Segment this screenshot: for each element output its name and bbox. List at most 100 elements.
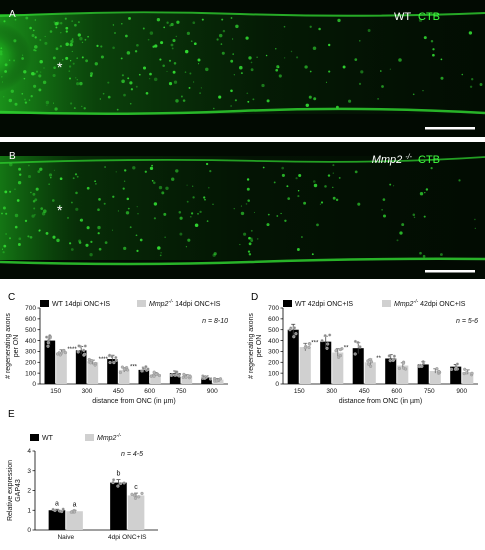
chart-c-bar-ko-point	[89, 361, 93, 365]
chart-c-bar-ko	[118, 369, 130, 384]
micrograph-b-speckle	[149, 166, 154, 171]
chart-c-bar-wt-point	[202, 374, 206, 379]
micrograph-a-speckle	[389, 68, 391, 70]
micrograph-a-speckle	[380, 70, 382, 72]
micrograph-a-speckle	[247, 100, 250, 103]
chart-d-x-tick-label: 600	[391, 388, 402, 395]
micrograph-b-speckle	[104, 166, 107, 168]
chart-d-bar-wt-point	[320, 339, 324, 343]
micrograph-a-speckle	[28, 99, 31, 101]
micrograph-b-speckle	[316, 223, 319, 227]
chart-d-bar-ko-point	[435, 367, 439, 371]
micrograph-b-speckle	[300, 236, 303, 238]
micrograph-b-speckle	[205, 162, 209, 166]
micrograph-b-speckle	[78, 241, 82, 244]
chart-d-bar-wt	[450, 366, 462, 384]
chart-e-legend-label-wt: WT	[42, 435, 54, 442]
chart-e-bar-wt-point	[51, 507, 55, 511]
micrograph-a-speckle	[81, 41, 84, 43]
micrograph-a-speckle	[84, 38, 87, 41]
micrograph-b-speckle	[50, 176, 52, 179]
micrograph-a-speckle	[175, 35, 177, 38]
chart-c-bar-wt-point	[114, 358, 118, 362]
chart-d-bar-ko-point	[401, 361, 406, 365]
chart-e-bar-ko-point	[137, 495, 141, 499]
chart-d-bar-wt	[417, 364, 429, 384]
chart-e-y-tick-label: 2	[27, 488, 31, 495]
micrograph-b-speckle	[246, 187, 250, 191]
micrograph-b-speckle	[332, 196, 336, 200]
micrograph-a-speckle	[77, 33, 81, 37]
micrograph-a-asterisk: *	[57, 59, 63, 75]
chart-c-x-tick-label: 900	[207, 388, 218, 395]
micrograph-b-nerve	[0, 156, 485, 260]
micrograph-b-speckle	[396, 239, 399, 242]
micrograph-a-speckle	[69, 77, 71, 80]
chart-c-bar-wt-point	[144, 365, 148, 369]
chart-c-bar-ko-point	[188, 374, 192, 379]
chart-d-y-tick-label: 100	[268, 370, 279, 377]
micrograph-a-speckle	[39, 39, 42, 41]
micrograph-b-speckle	[439, 253, 443, 256]
micrograph-a-speckle	[337, 18, 341, 23]
chart-d-bar-ko-point	[334, 349, 338, 353]
chart-c-legend-label-wt: WT 14dpi ONC+IS	[52, 301, 110, 308]
micrograph-b-speckle	[97, 208, 100, 212]
chart-c-y-tick-label: 300	[25, 349, 36, 356]
micrograph-a-speckle	[13, 59, 16, 62]
chart-d-bar-ko-point	[308, 342, 312, 346]
micrograph-a-speckle	[193, 42, 197, 46]
chart-d-bar-ko-point	[463, 367, 467, 371]
micrograph-b-speckle	[354, 170, 358, 174]
chart-d-bar-ko-point	[369, 364, 373, 368]
micrograph-b-speckle	[197, 213, 199, 215]
micrograph-a-speckle	[52, 102, 55, 104]
micrograph-a-speckle	[296, 56, 299, 59]
micrograph-a-speckle	[4, 63, 8, 67]
micrograph-a-speckle	[172, 38, 176, 43]
micrograph-b-speckle	[3, 244, 7, 248]
micrograph-a-speckle	[142, 66, 147, 70]
chart-c-bar-ko-point	[181, 375, 185, 379]
micrograph-b-speckle	[89, 253, 93, 257]
micrograph-a-speckle	[52, 73, 56, 78]
micrograph-a-speckle	[138, 73, 141, 76]
micrograph-a-speckle	[432, 53, 435, 57]
micrograph-b-speckle	[256, 238, 259, 240]
chart-e-bar-ko-point	[133, 496, 138, 500]
micrograph-a-label-stain: CTB	[418, 11, 440, 23]
micrograph-b-speckle	[248, 236, 251, 240]
chart-e-n-label: n = 4-5	[121, 451, 143, 458]
chart-c-bar-wt	[75, 350, 87, 384]
chart-e-legend-swatch-wt	[30, 434, 39, 441]
chart-c-bar-ko-point	[184, 375, 188, 379]
micrograph-b-speckle	[243, 232, 247, 236]
micrograph-a-speckle	[252, 98, 255, 101]
chart-d-bar-ko-point	[404, 367, 408, 371]
micrograph-b-speckle	[1, 248, 4, 250]
micrograph-a-speckle	[246, 92, 249, 95]
micrograph-a-speckle	[135, 85, 138, 88]
micrograph-b-speckle	[192, 185, 194, 187]
micrograph-b-speckle	[135, 234, 138, 237]
micrograph-a-speckle	[21, 57, 24, 60]
micrograph-b-speckle	[58, 204, 61, 207]
micrograph-b-speckle	[151, 179, 154, 182]
micrograph-a-speckle	[136, 43, 139, 47]
micrograph-b-speckle	[399, 231, 403, 235]
chart-d-x-tick-label: 150	[294, 388, 305, 395]
micrograph-b-speckle	[386, 161, 388, 163]
chart-c-bar-ko-point	[152, 374, 156, 378]
micrograph-b-speckle	[9, 162, 13, 167]
micrograph-a-speckle	[318, 27, 321, 31]
micrograph-b-label-genotype-sup: -/-	[405, 154, 412, 161]
micrograph-b-speckle	[298, 173, 302, 178]
micrograph-b-speckle	[59, 177, 63, 181]
micrograph-a-speckle	[169, 24, 172, 27]
micrograph-b-speckle	[14, 188, 16, 191]
chart-d-x-axis-label: distance from ONC (in µm)	[339, 398, 422, 405]
micrograph-b-speckle	[413, 216, 416, 219]
micrograph-a-speckle	[193, 81, 195, 83]
micrograph-b-speckle	[248, 253, 252, 256]
